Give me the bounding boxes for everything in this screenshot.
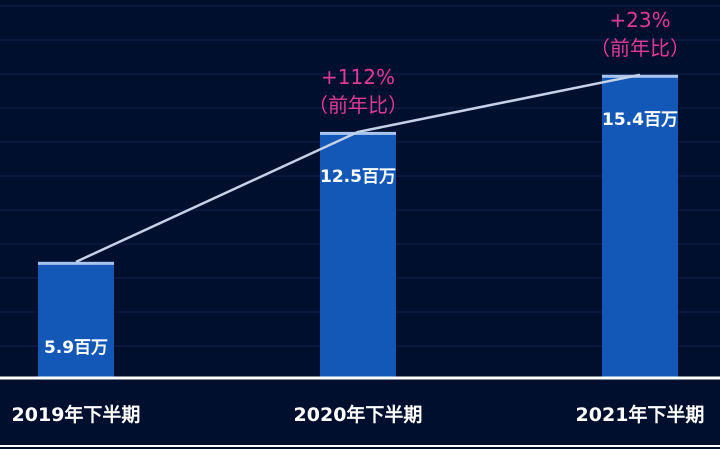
labels: 5.9百万 2019年下半期 12.5百万 2020年下半期 +112% （前年比） 15.…	[12, 8, 705, 426]
value-label: 5.9百万	[44, 338, 108, 358]
category-label: 2019年下半期	[12, 403, 141, 426]
bars	[38, 74, 678, 378]
bar-cap	[320, 131, 396, 135]
bar	[602, 74, 678, 378]
growth-annotation: +112%	[321, 65, 395, 89]
trend-line-layer	[0, 73, 720, 447]
bar	[38, 261, 114, 378]
bar	[320, 131, 396, 378]
value-label: 15.4百万	[602, 110, 678, 130]
yoy-annotation: （前年比）	[308, 93, 408, 117]
value-label: 12.5百万	[320, 167, 396, 187]
category-label: 2021年下半期	[576, 403, 705, 426]
growth-annotation: +23%	[609, 8, 670, 32]
bar-cap	[38, 261, 114, 265]
trend-line	[75, 73, 641, 263]
category-label: 2020年下半期	[294, 403, 423, 426]
bar-cap	[602, 74, 678, 78]
yoy-annotation: （前年比）	[590, 36, 690, 60]
